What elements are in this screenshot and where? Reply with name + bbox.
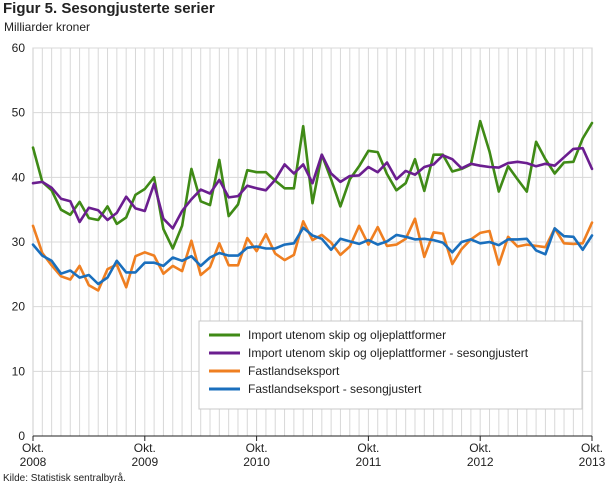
- y-tick-label: 50: [12, 106, 26, 120]
- source-note: Kilde: Statistisk sentralbyrå.: [3, 473, 126, 484]
- x-tick-label-year: 2010: [243, 455, 270, 469]
- y-tick-label: 30: [12, 235, 26, 249]
- x-tick-label-year: 2013: [579, 455, 606, 469]
- legend-label: Import utenom skip og oljeplattformer: [248, 328, 446, 342]
- x-tick-label-month: Okt.: [469, 441, 491, 455]
- series-line-1: [31, 119, 594, 250]
- x-tick-label-year: 2009: [131, 455, 158, 469]
- legend: Import utenom skip og oljeplattformer Imp…: [198, 320, 583, 410]
- data-series: [31, 119, 594, 292]
- series-line-3: [31, 217, 594, 292]
- y-tick-label: 20: [12, 300, 26, 314]
- legend-label: Fastlandseksport - sesongjustert: [248, 382, 422, 396]
- series-line-4: [31, 226, 594, 286]
- legend-box: [198, 320, 583, 410]
- legend-label: Fastlandseksport: [248, 364, 340, 378]
- x-tick-label-year: 2011: [355, 455, 381, 469]
- y-tick-label: 0: [18, 429, 25, 443]
- y-tick-label: 40: [12, 170, 26, 184]
- x-tick-label-year: 2008: [20, 455, 47, 469]
- x-tick-label-year: 2012: [467, 455, 494, 469]
- y-axis-label: Milliarder kroner: [4, 20, 91, 34]
- grid-lines: [32, 47, 593, 437]
- y-tick-label: 10: [12, 364, 26, 378]
- x-tick-label-month: Okt.: [581, 441, 603, 455]
- x-tick-label-month: Okt.: [357, 441, 379, 455]
- x-tick-labels: Okt.2008Okt.2009Okt.2010Okt.2011Okt.2012…: [20, 436, 606, 469]
- x-tick-label-month: Okt.: [246, 441, 268, 455]
- y-tick-label: 60: [12, 41, 26, 55]
- y-tick-labels: 0 10 20 30 40 50 60: [12, 41, 26, 443]
- x-tick-label-month: Okt.: [134, 441, 156, 455]
- chart-title: Figur 5. Sesongjusterte serier: [3, 0, 215, 17]
- series-line-2: [31, 146, 594, 230]
- x-tick-label-month: Okt.: [22, 441, 44, 455]
- legend-label: Import utenom skip og oljeplattformer - …: [248, 346, 529, 360]
